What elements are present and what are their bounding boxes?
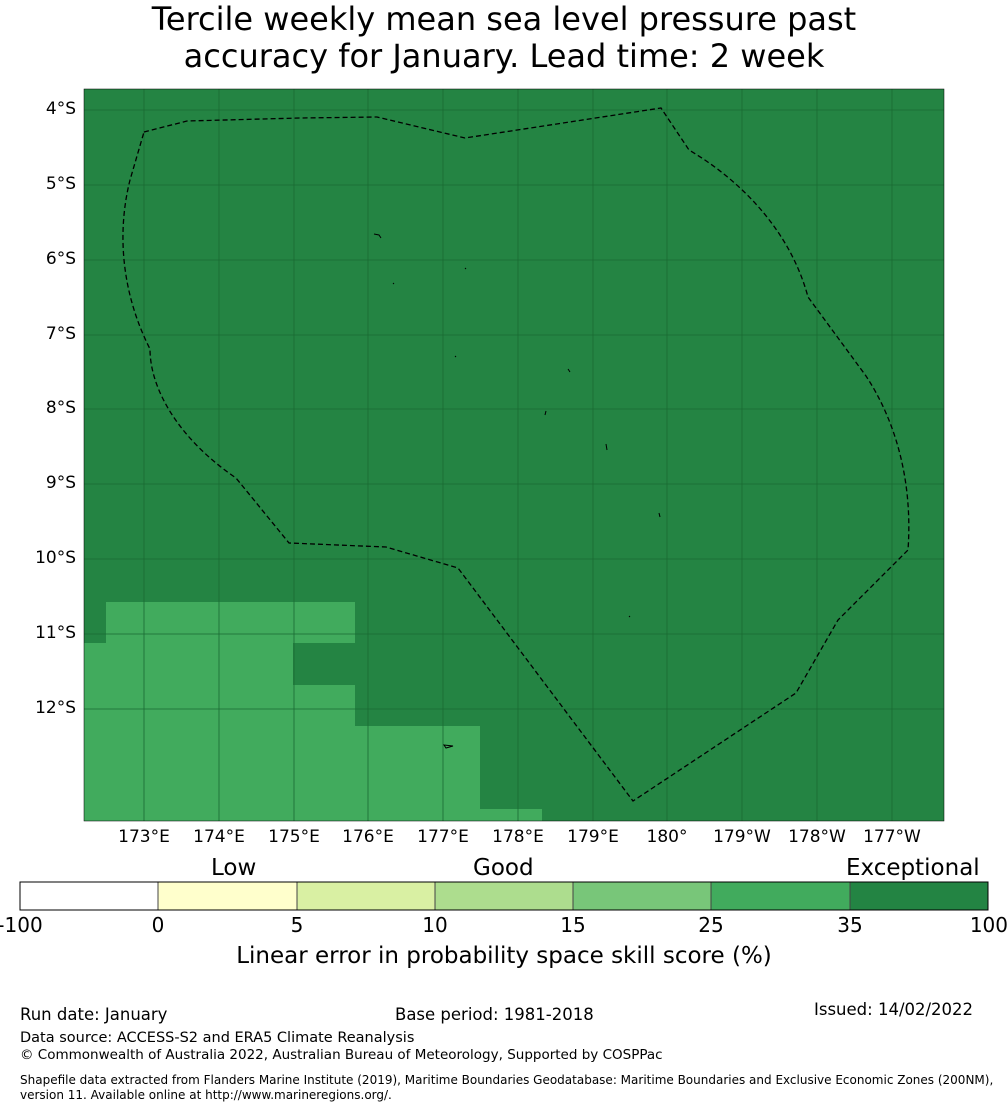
- lat-label-4s: 4°S: [45, 99, 76, 119]
- shapefile-credit-line-2: version 11. Available online at http://w…: [20, 1088, 392, 1102]
- lon-label-179e: 179°E: [567, 827, 619, 847]
- shapefile-credit-line-1: Shapefile data extracted from Flanders M…: [20, 1073, 994, 1087]
- eez-boundary: [122, 107, 910, 802]
- colorbar-tick-5: 5: [290, 913, 304, 937]
- lon-label-173e: 173°E: [118, 827, 170, 847]
- category-label-good: Good: [473, 855, 534, 881]
- lat-label-7s: 7°S: [45, 324, 76, 344]
- run-date: Run date: January: [20, 1005, 168, 1024]
- lon-label-179w: 179°W: [713, 827, 771, 847]
- colorbar-tick-0: 0: [151, 913, 165, 937]
- colorbar-segment-1: [20, 882, 158, 910]
- lon-label-178e: 178°E: [492, 827, 544, 847]
- graticule: [84, 89, 944, 821]
- lon-label-177w: 177°W: [863, 827, 921, 847]
- lat-label-6s: 6°S: [45, 249, 76, 269]
- lon-label-176e: 176°E: [342, 827, 394, 847]
- lon-label-177e: 177°E: [417, 827, 469, 847]
- colorbar-segment-3: [297, 882, 435, 910]
- map-title-line-2: accuracy for January. Lead time: 2 week: [183, 37, 825, 75]
- lat-label-8s: 8°S: [45, 398, 76, 418]
- colorbar-tick-35: 35: [837, 913, 863, 937]
- colorbar-segment-2: [158, 882, 297, 910]
- good-skill-region: [84, 602, 542, 821]
- skill-map: [83, 88, 945, 822]
- lon-label-174e: 174°E: [193, 827, 245, 847]
- lon-label-175e: 175°E: [268, 827, 320, 847]
- lat-label-9s: 9°S: [45, 473, 76, 493]
- copyright-notice: © Commonwealth of Australia 2022, Austra…: [20, 1047, 663, 1063]
- colorbar-segment-4: [435, 882, 573, 910]
- category-label-exceptional: Exceptional: [846, 855, 980, 881]
- lat-label-12s: 12°S: [35, 698, 76, 718]
- colorbar-tick-25: 25: [698, 913, 724, 937]
- island-outlines: [373, 233, 661, 749]
- base-period: Base period: 1981-2018: [395, 1005, 594, 1024]
- lat-label-10s: 10°S: [35, 548, 76, 568]
- colorbar-tick--100: -100: [0, 913, 43, 937]
- colorbar: [19, 881, 989, 911]
- colorbar-segment-7: [850, 882, 988, 910]
- lat-label-11s: 11°S: [35, 623, 76, 643]
- colorbar-tick-100: 100: [969, 913, 1008, 937]
- colorbar-segment-5: [573, 882, 711, 910]
- colorbar-tick-15: 15: [560, 913, 586, 937]
- map-title-line-1: Tercile weekly mean sea level pressure p…: [151, 0, 857, 38]
- colorbar-title: Linear error in probability space skill …: [236, 943, 772, 969]
- lon-label-180: 180°: [646, 827, 688, 847]
- issued-date: Issued: 14/02/2022: [814, 1000, 974, 1019]
- category-label-low: Low: [211, 855, 257, 881]
- lon-label-178w: 178°W: [788, 827, 846, 847]
- colorbar-segment-6: [711, 882, 850, 910]
- colorbar-tick-10: 10: [422, 913, 448, 937]
- lat-label-5s: 5°S: [45, 174, 76, 194]
- data-source: Data source: ACCESS-S2 and ERA5 Climate …: [20, 1030, 415, 1046]
